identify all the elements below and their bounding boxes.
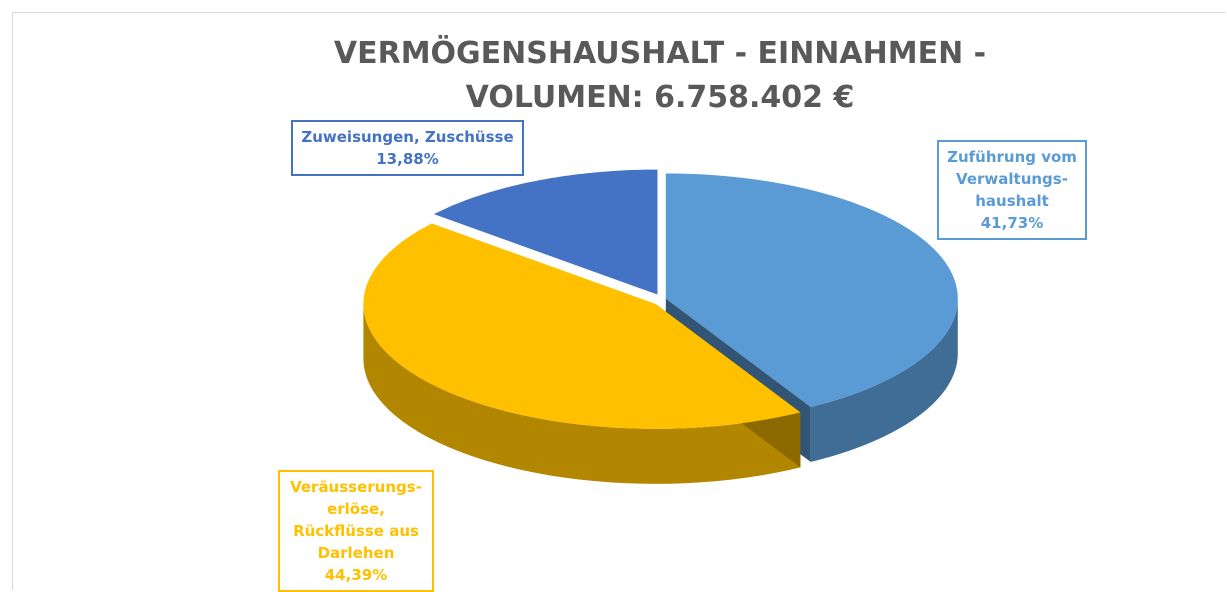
value-label: 41,73% <box>980 214 1044 232</box>
value-label: 44,39% <box>324 566 388 584</box>
slice <box>363 223 801 429</box>
chart-title: VERMÖGENSHAUSHALT - EINNAHMEN - VOLUMEN:… <box>333 36 987 115</box>
category-label: Zuführung vom Verwaltungs-haushalt <box>947 148 1077 210</box>
value-label: 13,88% <box>376 150 439 168</box>
slice <box>665 173 958 407</box>
slice-side <box>810 298 958 462</box>
slice-side <box>363 303 801 484</box>
slice <box>433 169 658 295</box>
chart-frame <box>12 12 1226 590</box>
category-label: Veräusserungs-erlöse, Rückflüsse aus Dar… <box>290 478 422 562</box>
category-label: Zuweisungen, Zuschüsse <box>301 128 514 146</box>
data-label: Zuführung vom Verwaltungs-haushalt 41,73% <box>937 140 1087 240</box>
data-label: Zuweisungen, Zuschüsse 13,88% <box>291 120 524 176</box>
data-label: Veräusserungs-erlöse, Rückflüsse aus Dar… <box>278 470 434 592</box>
